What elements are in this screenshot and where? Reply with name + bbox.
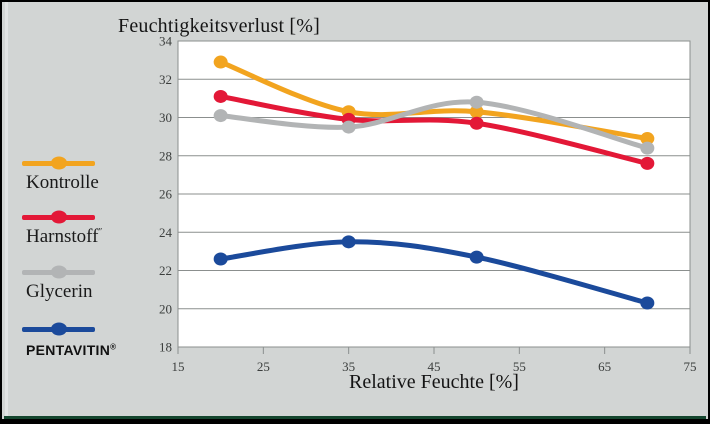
chart-title: Feuchtigkeitsverlust [%] [118,15,320,37]
data-point-glycerin-x50 [469,95,484,109]
y-tick-label-30: 30 [159,110,172,125]
data-point-harnstoff-x50 [469,116,484,130]
x-axis-title: Relative Feuchte [%] [349,371,519,393]
data-point-harnstoff-x70 [640,156,655,170]
chart-canvas: Feuchtigkeitsverlust [%] Kontrolle Harns… [2,2,708,419]
legend-dot-swatch [50,265,67,279]
y-tick-label-20: 20 [159,301,172,316]
data-point-harnstoff-x20 [213,89,228,103]
legend-dot-swatch [50,322,67,336]
legend-marker-glycerin-icon [22,265,95,279]
data-point-glycerin-x35 [341,120,356,134]
legend-mark: ® [110,342,117,352]
data-point-glycerin-x20 [213,109,228,123]
series-line-glycerin [218,99,650,151]
x-tick-label-45: 45 [428,359,441,374]
x-tick-label-75: 75 [684,359,697,374]
y-tick-label-18: 18 [159,340,172,355]
legend-marker-pentavitin-icon [22,322,95,336]
x-tick-label-35: 35 [342,359,355,374]
x-tick-label-65: 65 [598,359,611,374]
legend-item-pentavitin: PENTAVITIN® [22,322,132,358]
data-point-glycerin-x70 [640,141,655,155]
y-tick-label-28: 28 [159,148,172,163]
legend-label-harnstoff: Harnstoff″ [22,226,132,248]
y-tick-label-22: 22 [159,263,172,278]
y-tick-label-24: 24 [159,225,173,240]
bottom-accent-strip [4,416,706,419]
line-chart-plot: 18 20 22 24 26 28 30 32 34 15 25 35 45 55 65 75 Relative… [159,34,697,394]
data-point-kontrolle-x20 [213,55,228,69]
data-point-pentavitin-x20 [213,252,228,266]
legend-item-kontrolle: Kontrolle [22,156,132,194]
legend-text: Kontrolle [26,172,99,193]
y-tick-label-34: 34 [159,34,173,49]
series-line-harnstoff [218,93,650,166]
legend-text: PENTAVITIN [26,342,111,358]
legend-text: Harnstoff [26,226,99,247]
data-point-pentavitin-x50 [469,250,484,264]
x-tick-label-25: 25 [257,359,270,374]
x-tick-label-55: 55 [513,359,526,374]
legend-marker-harnstoff-icon [22,210,95,224]
legend-marker-kontrolle-icon [22,156,95,170]
legend-item-harnstoff: Harnstoff″ [22,210,132,248]
data-point-kontrolle-x70 [640,132,655,146]
legend-text: Glycerin [26,281,93,302]
data-point-kontrolle-x50 [469,105,484,119]
data-point-pentavitin-x35 [341,235,356,249]
x-tick-label-15: 15 [172,359,185,374]
series-line-pentavitin [218,239,650,306]
legend-dot-swatch [50,210,67,224]
data-point-pentavitin-x70 [640,296,655,310]
legend-dot-swatch [50,156,67,170]
legend-label-pentavitin: PENTAVITIN® [22,342,132,358]
y-tick-label-32: 32 [159,72,172,87]
legend-mark: ″ [98,226,103,237]
legend-item-glycerin: Glycerin [22,265,132,303]
legend-label-glycerin: Glycerin [22,281,132,303]
y-tick-label-26: 26 [159,187,173,202]
legend-label-kontrolle: Kontrolle [22,172,132,194]
